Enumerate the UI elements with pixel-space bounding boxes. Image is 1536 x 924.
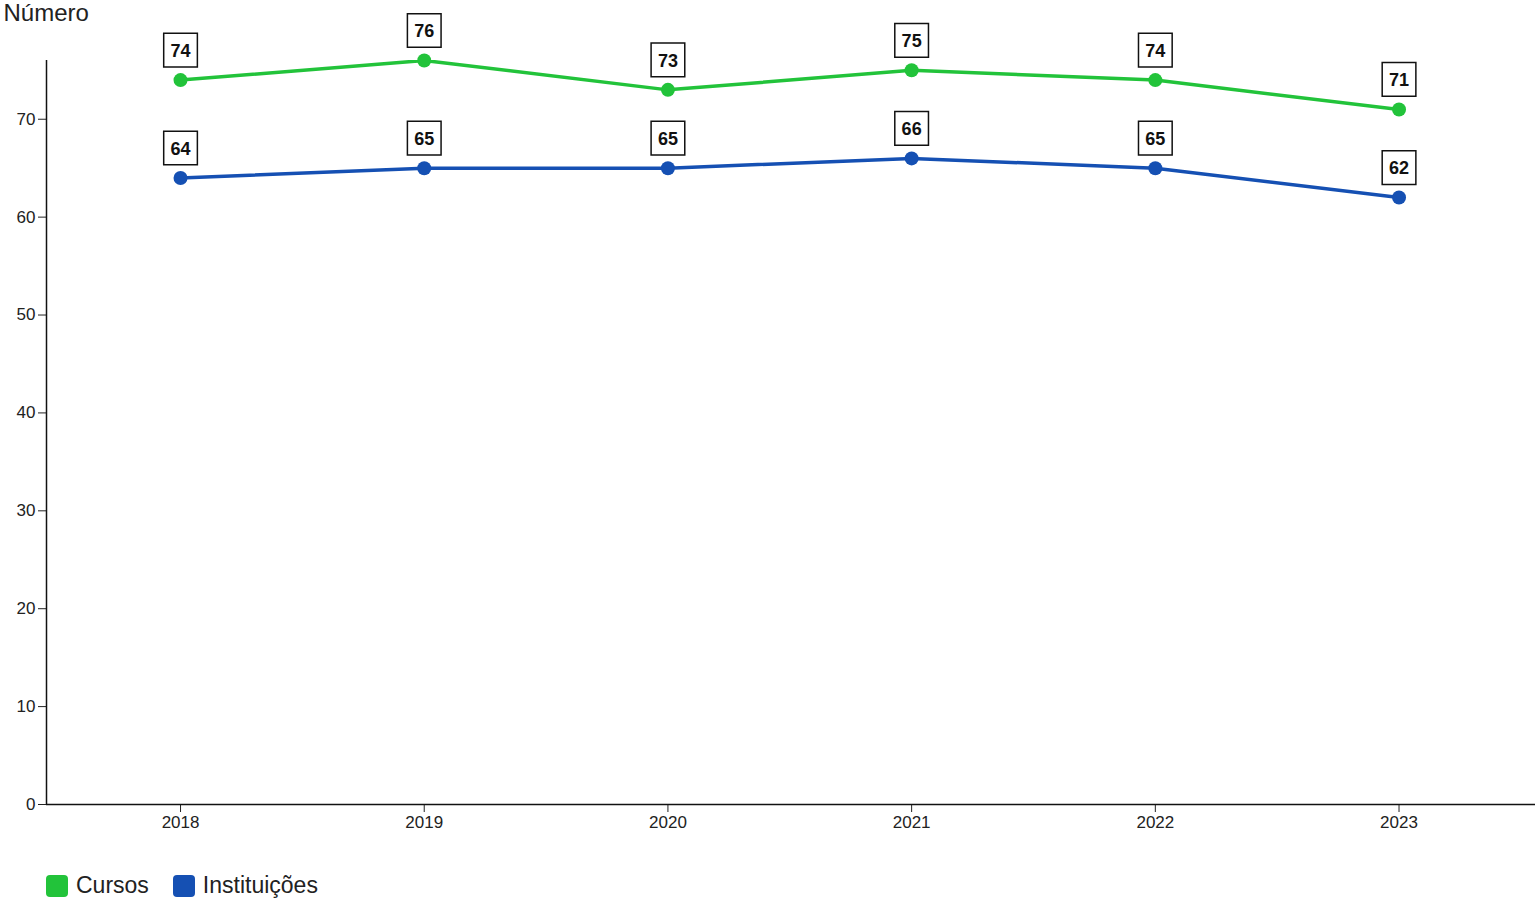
svg-text:Número: Número <box>4 0 89 26</box>
svg-text:50: 50 <box>17 305 36 324</box>
svg-text:2022: 2022 <box>1136 813 1174 832</box>
svg-text:20: 20 <box>17 599 36 618</box>
svg-text:74: 74 <box>171 41 191 61</box>
svg-text:66: 66 <box>902 119 922 139</box>
svg-text:2018: 2018 <box>162 813 200 832</box>
svg-text:65: 65 <box>414 129 434 149</box>
svg-text:73: 73 <box>658 51 678 71</box>
svg-text:70: 70 <box>17 110 36 129</box>
svg-text:74: 74 <box>1145 41 1165 61</box>
svg-text:64: 64 <box>171 139 191 159</box>
svg-text:62: 62 <box>1389 158 1409 178</box>
svg-text:75: 75 <box>902 31 922 51</box>
html-text:Instituições: Instituições <box>202 872 318 898</box>
svg-text:40: 40 <box>17 403 36 422</box>
svg-text:65: 65 <box>1145 129 1165 149</box>
svg-text:2020: 2020 <box>649 813 687 832</box>
svg-text:2023: 2023 <box>1380 813 1418 832</box>
svg-text:2019: 2019 <box>405 813 443 832</box>
svg-text:76: 76 <box>414 21 434 41</box>
svg-text:10: 10 <box>17 697 36 716</box>
svg-text:60: 60 <box>17 208 36 227</box>
svg-text:71: 71 <box>1389 70 1409 90</box>
svg-text:0: 0 <box>26 795 35 814</box>
svg-text:65: 65 <box>658 129 678 149</box>
html-text:Cursos: Cursos <box>76 872 149 898</box>
svg-text:2021: 2021 <box>893 813 931 832</box>
svg-text:30: 30 <box>17 501 36 520</box>
